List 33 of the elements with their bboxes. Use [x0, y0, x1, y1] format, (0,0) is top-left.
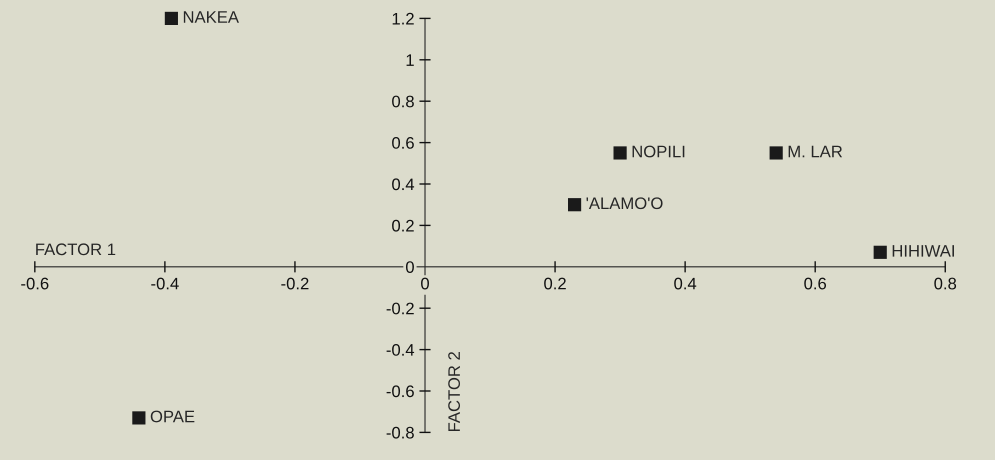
annotation: OPAE: [150, 410, 194, 422]
y-axis-title: FACTOR 2: [448, 352, 460, 432]
x-tick-label: 0.8: [934, 278, 956, 290]
x-tick-label: 0.2: [544, 278, 566, 290]
y-tick-label: -0.4: [386, 344, 414, 356]
x-tick-label: 0.6: [804, 278, 826, 290]
x-axis-title: FACTOR 1: [36, 243, 116, 256]
annotation: M. LAR: [788, 146, 842, 158]
point: [164, 12, 178, 25]
y-tick-label: 1.2: [392, 12, 414, 24]
y-tick-label: 0.6: [392, 137, 414, 149]
point: [568, 198, 582, 212]
x-tick-label: 0: [421, 278, 429, 290]
y-tick-label: 0.8: [392, 96, 414, 108]
annotation: 'ALAMO'O: [586, 197, 663, 210]
y-tick-label: -0.8: [386, 426, 414, 439]
x-tick-label: -0.4: [151, 278, 179, 290]
x-tick-label: 0.4: [674, 278, 696, 290]
point: [614, 146, 627, 160]
y-tick-label: 0.2: [392, 220, 414, 232]
y-tick-label: -0.2: [386, 302, 414, 314]
point: [770, 146, 783, 160]
annotation: NAKEA: [184, 11, 239, 23]
y-tick-label: 0.4: [392, 178, 414, 190]
point: [874, 246, 887, 259]
y-tick-label: 0: [406, 261, 414, 274]
annotation: NOPILI: [632, 146, 684, 158]
annotation: HIHIWAI: [892, 245, 954, 257]
point: [132, 411, 146, 424]
y-tick-label: -0.6: [386, 385, 414, 398]
y-tick-label: 1: [406, 54, 414, 66]
x-tick-label: -0.2: [281, 278, 308, 290]
x-tick-label: -0.6: [21, 278, 48, 290]
